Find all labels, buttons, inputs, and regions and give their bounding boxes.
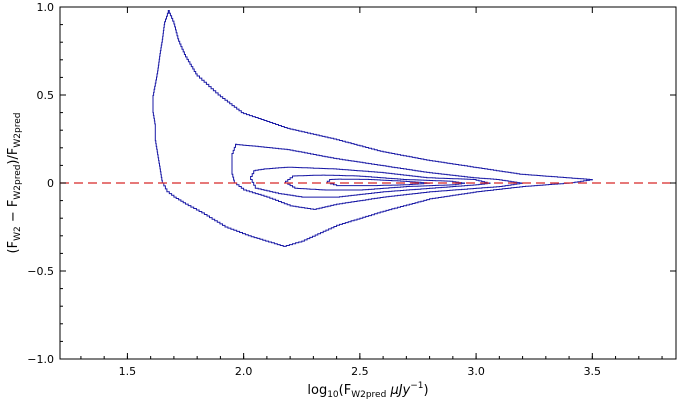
y-tick-label: 0	[47, 177, 54, 190]
x-tick-label: 3.0	[467, 365, 485, 378]
x-axis-ticks: 1.5 2.0 2.5 3.0 3.5	[80, 7, 663, 378]
x-tick-label: 2.5	[351, 365, 369, 378]
x-tick-label: 3.5	[584, 365, 602, 378]
y-axis-ticks: −1.0 −0.5 0 0.5 1.0	[27, 1, 676, 366]
x-tick-label: 1.5	[119, 365, 137, 378]
y-tick-label: 1.0	[37, 1, 55, 14]
y-tick-label: 0.5	[37, 89, 55, 102]
contour-level-4	[285, 174, 465, 191]
y-tick-label: −1.0	[27, 353, 54, 366]
contour-level-2	[231, 143, 524, 210]
y-tick-label: −0.5	[27, 265, 54, 278]
contour-level-1	[152, 10, 593, 247]
y-axis-label: (FW2 − FW2pred)/FW2pred	[6, 113, 23, 254]
x-axis-label: log10(FW2pred μJy−1)	[307, 381, 428, 400]
contour-level-3	[250, 166, 491, 198]
x-tick-label: 2.0	[235, 365, 253, 378]
